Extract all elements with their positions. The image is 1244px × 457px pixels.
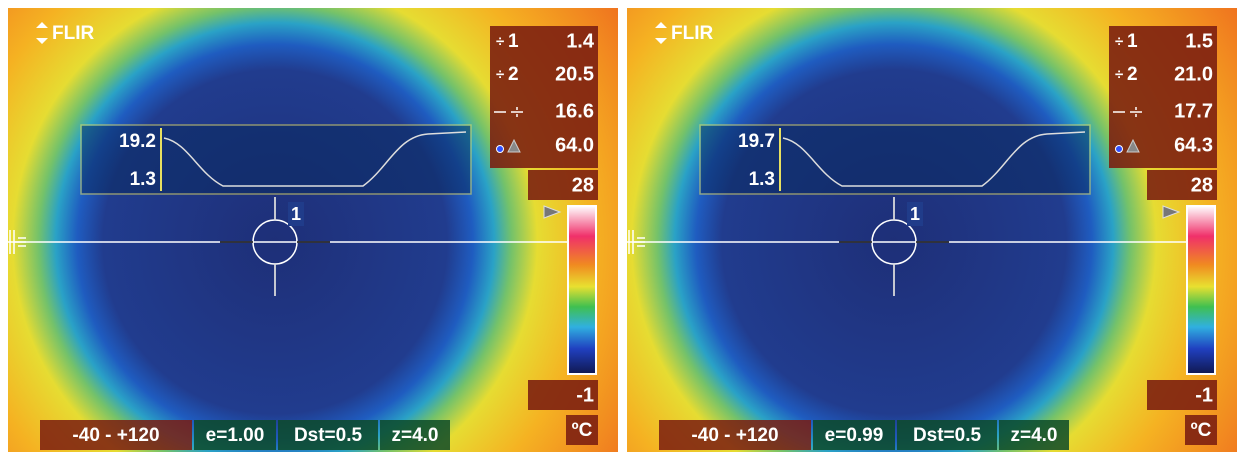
spot-label: 1 [291,204,301,224]
readout-label: 1 [508,31,519,52]
page: FLIR÷11.4÷220.516.664.028-1ºC19.21.31-40… [0,0,1244,457]
spot-symbol: ÷ [1115,33,1123,50]
profile-min: 1.3 [130,169,156,190]
readout-value: 1.4 [566,30,595,52]
scale-max: 28 [1191,174,1213,196]
status-text: z=4.0 [391,425,438,446]
readout-value: 21.0 [1174,63,1213,85]
thermometer-icon [497,146,504,153]
spot-symbol: ÷ [1115,66,1123,83]
screenshot: FLIR÷11.4÷220.516.664.028-1ºC19.21.31-40… [0,0,1244,457]
status-text: e=1.00 [206,425,265,446]
logo: FLIR [52,23,94,44]
readout-label: 2 [508,64,519,85]
unit: ºC [1191,420,1212,441]
readout-label: 2 [1127,64,1138,85]
readout-value: 20.5 [555,63,594,85]
scale-max: 28 [572,174,594,196]
readout-value: 17.7 [1174,100,1213,122]
spot-label: 1 [910,204,920,224]
readout-value: 1.5 [1185,30,1213,52]
color-scale [1187,206,1215,374]
spot-symbol: ÷ [496,33,504,50]
readout-label: 1 [1127,31,1138,52]
color-scale [568,206,596,374]
status-text: -40 - +120 [72,425,159,446]
unit: ºC [572,420,593,441]
readout-value: 64.0 [555,134,594,156]
status-text: e=0.99 [825,425,884,446]
readout-value: 16.6 [555,100,594,122]
status-text: Dst=0.5 [913,425,982,446]
status-text: -40 - +120 [691,425,778,446]
spot-symbol: ÷ [496,66,504,83]
profile-max: 19.2 [119,131,156,152]
profile-max: 19.7 [738,131,775,152]
logo: FLIR [671,23,713,44]
scale-min: -1 [576,384,594,406]
status-text: z=4.0 [1010,425,1057,446]
scale-min: -1 [1195,384,1213,406]
readout-value: 64.3 [1174,134,1213,156]
status-text: Dst=0.5 [294,425,363,446]
thermometer-icon [1116,146,1123,153]
profile-min: 1.3 [749,169,775,190]
